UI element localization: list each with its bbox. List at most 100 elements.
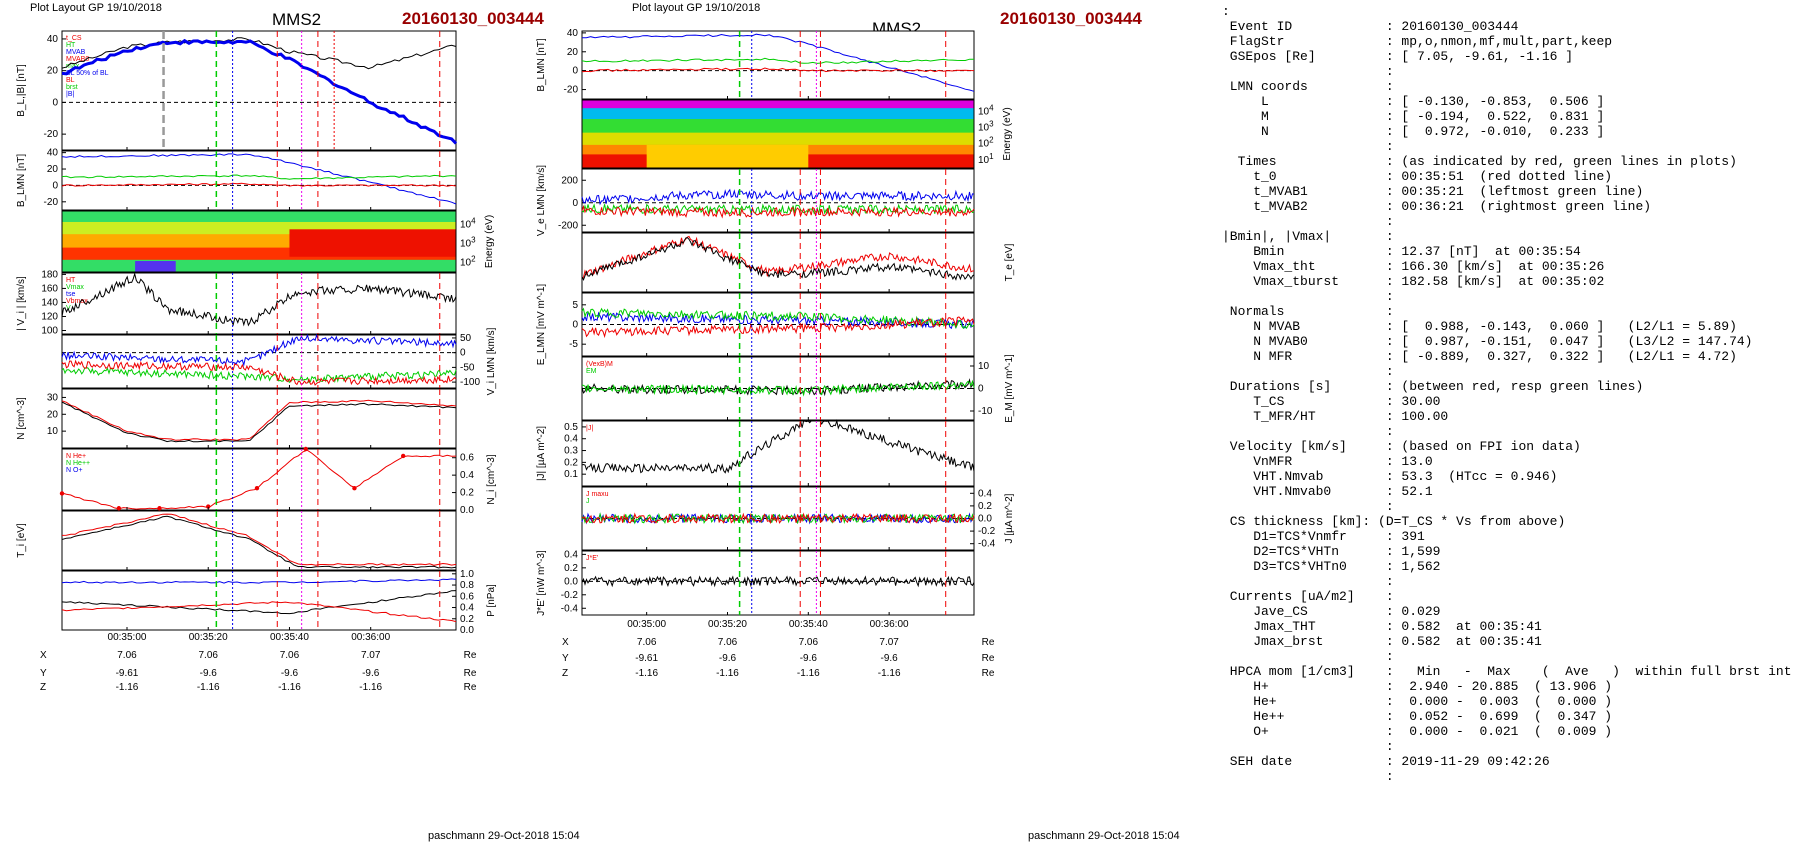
left-5-ytick-label: 0 [460,348,466,359]
left-ephem-value: -9.61 [116,668,139,679]
left-4-ytick-label: 100 [41,325,58,336]
mid-event-id: 20160130_003444 [1000,9,1142,28]
mid-8-ytick-label: -0.2 [978,526,996,537]
info-line: He++ : 0.052 - 0.699 ( 0.347 ) [1222,709,1613,724]
left-4-frame [61,272,457,335]
info-line: N MVAB : [ 0.988, -0.143, 0.060 ] (L2/L1… [1222,319,1737,334]
mid-ephem-value: 7.07 [879,637,899,648]
info-line: t_0 : 00:35:51 (red dotted line) [1222,169,1613,184]
mid-ephem-unit: Re [982,637,995,648]
info-line: : [1222,649,1394,664]
left-1-legend-entry: MVAB [66,49,86,56]
left-4-legend-entry: tse [66,291,75,298]
mid-2-frame [581,99,975,169]
info-line: Times : (as indicated by red, green line… [1222,154,1737,169]
left-5-series-VM [61,367,457,384]
mid-3-ytick-label: 0 [572,198,578,209]
mid-6-ytick-label: 0 [978,384,984,395]
mid-ephem-value: -1.16 [635,668,658,679]
mid-8-ytick-label: 0.2 [978,501,992,512]
left-4-legend-entry: HT [66,277,76,284]
mid-6-legend-entry: (VexB)M [586,361,613,368]
left-title: MMS2 [272,10,322,29]
left-time-tick-label: 00:36:00 [351,632,390,643]
info-line: VHT.Nmvab0 : 52.1 [1222,484,1433,499]
left-ephem-value: -9.6 [200,668,218,679]
left-1-ytick-label: 40 [47,34,59,45]
mid-1-ylabel: B_LMN [nT] [536,38,547,92]
mid-1-ytick-label: 0 [572,66,578,77]
left-7-frame [61,448,457,511]
mid-3-series-VM [581,203,975,215]
left-5-ytick-label: -50 [460,362,475,373]
left-time-tick-label: 00:35:40 [270,632,309,643]
mid-9-ytick-label: 0.2 [564,563,578,574]
left-4-ytick-label: 120 [41,311,58,322]
info-line: FlagStr : mp,o,nmon,mf,mult,part,keep [1222,34,1613,49]
mid-9-ylabel: J*E' [nW m^-3] [536,550,547,616]
mid-5-ytick-label: 5 [572,300,578,311]
left-6-frame [61,388,457,449]
left-5-ytick-label: -100 [460,377,480,388]
mid-1-frame [581,30,975,100]
info-line: H+ : 2.940 - 20.885 ( 13.906 ) [1222,679,1613,694]
left-8-ylabel: T_i [eV] [16,523,27,558]
left-1-series-B [61,37,457,70]
mid-time-tick-label: 00:36:00 [870,619,909,630]
mid-7-legend-entry: |J| [586,425,593,432]
left-1-legend-entry: |B| [66,91,74,98]
mid-3-series-VN [581,204,975,219]
info-line: VnMFR : 13.0 [1222,454,1433,469]
mid-9-frame [581,550,975,616]
left-9-ytick-label: 0.0 [460,625,474,636]
mid-5-ylabel: E_LMN [mV m^-1] [536,284,547,366]
info-line: SEH date : 2019-11-29 09:42:26 [1222,754,1550,769]
info-line: LMN coords : [1222,79,1394,94]
info-line: N MFR : [ -0.889, 0.327, 0.322 ] (L2/L1 … [1222,349,1737,364]
mid-ephem-label: Y [562,653,569,664]
left-7-ylabel: N_i [cm^-3] [486,454,497,504]
left-8-series-T [61,513,457,566]
info-line: : [1222,739,1394,754]
left-ephem-value: 7.07 [361,650,381,661]
mid-8-ytick-label: 0.4 [978,488,992,499]
left-7-point [116,506,122,511]
info-line: : [1222,499,1394,514]
left-2-series-BM [61,174,457,180]
info-line: GSEpos [Re] : [ 7.05, -9.61, -1.16 ] [1222,49,1574,64]
mid-6-ytick-label: -10 [978,406,993,417]
mid-1-series-BN [581,67,975,73]
mid-ephem-label: Z [562,668,568,679]
mid-2-heat-band [582,132,974,146]
mid-4-ylabel: T_e [eV] [1004,243,1015,281]
mid-ephem-value: -1.16 [878,668,901,679]
left-ephem-label: Z [40,682,46,693]
mid-ephem-value: 7.06 [718,637,738,648]
mid-8-ytick-label: -0.4 [978,539,996,550]
mid-3-frame [581,168,975,233]
left-2-frame [61,150,457,211]
left-4-ytick-label: 140 [41,297,58,308]
left-4-ytick-label: 160 [41,283,58,294]
info-line: D2=TCS*VHTn : 1,599 [1222,544,1441,559]
left-9-series-PB [61,601,457,623]
mid-ephem-value: 7.06 [637,637,657,648]
info-line: D3=TCS*VHTn0 : 1,562 [1222,559,1441,574]
left-7-legend-entry: N O+ [66,467,83,474]
left-7-legend-entry: N He++ [66,460,90,467]
left-7-point [59,491,65,496]
mid-7-ytick-label: 0.1 [564,469,578,480]
mid-7-ytick-label: 0.4 [564,434,578,445]
left-6-series-Ne [61,399,457,441]
left-ephem-value: 7.06 [117,650,137,661]
mid-ephem-unit: Re [982,668,995,679]
mid-9-ytick-label: -0.2 [561,590,579,601]
left-9-ylabel: P [nPa] [486,584,497,617]
info-line: T_MFR/HT : 100.00 [1222,409,1449,424]
mid-3-ytick-label: 200 [561,175,578,186]
info-line: N MVAB0 : [ 0.987, -0.151, 0.047 ] (L3/L… [1222,334,1753,349]
left-1-legend-entry: max [66,63,80,70]
left-ephem-value: -1.16 [197,682,220,693]
mid-8-legend-entry: J maxu [586,491,609,498]
mid-8-ytick-label: 0.0 [978,514,992,525]
